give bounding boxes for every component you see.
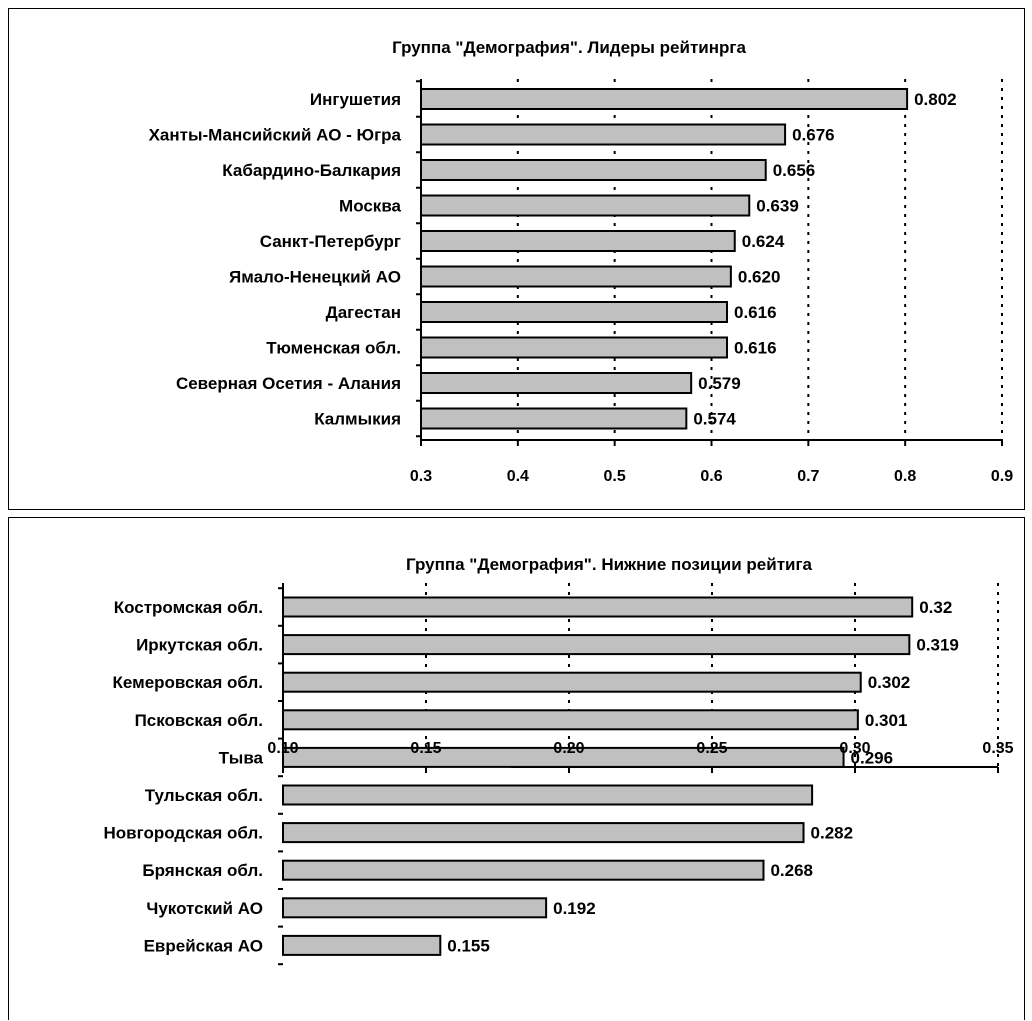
category-label: Тыва xyxy=(219,748,264,767)
category-label: Северная Осетия - Алания xyxy=(176,374,401,393)
bar xyxy=(420,265,732,288)
bar xyxy=(420,407,688,430)
data-label: 0.574 xyxy=(693,410,736,429)
category-label: Кемеровская обл. xyxy=(113,673,263,692)
x-tick-label: 0.4 xyxy=(507,468,529,485)
bar xyxy=(282,596,914,618)
category-label: Иркутская обл. xyxy=(136,636,263,655)
data-label: 0.624 xyxy=(742,232,785,251)
bar xyxy=(282,634,911,656)
category-label: Ямало-Ненецкий АО xyxy=(229,268,401,287)
category-label: Еврейская АО xyxy=(144,936,263,955)
category-label: Дагестан xyxy=(326,303,401,322)
bar xyxy=(420,88,909,110)
chart-leaders: Группа "Демография". Лидеры рейтинрга Ин… xyxy=(149,38,1014,485)
data-label: 0.192 xyxy=(553,899,596,918)
x-tick-label: 0.15 xyxy=(410,740,441,757)
bar xyxy=(282,897,548,919)
data-label: 0.802 xyxy=(914,90,957,109)
data-label: 0.639 xyxy=(756,197,799,216)
bar xyxy=(420,336,728,359)
bar xyxy=(282,709,859,731)
bar xyxy=(282,822,805,844)
data-label: 0.579 xyxy=(698,374,741,393)
x-tick-label: 0.8 xyxy=(894,468,916,485)
category-label: Москва xyxy=(339,197,402,216)
bar xyxy=(282,934,442,956)
data-label: 0.282 xyxy=(811,824,854,843)
x-tick-label: 0.5 xyxy=(604,468,626,485)
chart-title: Группа "Демография". Лидеры рейтинрга xyxy=(392,38,746,57)
x-tick-label: 0.10 xyxy=(267,740,298,757)
data-label: 0.620 xyxy=(738,268,781,287)
data-label: 0.296 xyxy=(851,748,894,767)
category-label: Брянская обл. xyxy=(142,861,263,880)
data-label: 0.319 xyxy=(916,636,959,655)
bar xyxy=(420,301,728,323)
data-label: 0.616 xyxy=(734,339,777,358)
x-tick-label: 0.35 xyxy=(982,740,1013,757)
bar xyxy=(420,194,751,217)
x-tick-label: 0.25 xyxy=(696,740,727,757)
x-tick-label: 0.6 xyxy=(700,468,722,485)
data-label: 0.616 xyxy=(734,303,777,322)
category-label: Кабардино-Балкария xyxy=(222,161,401,180)
data-label: 0.268 xyxy=(770,861,813,880)
bar xyxy=(282,784,814,806)
data-label: 0.32 xyxy=(919,598,952,617)
category-label: Тульская обл. xyxy=(145,786,263,805)
data-label: 0.676 xyxy=(792,126,835,145)
data-label: 0.301 xyxy=(865,711,908,730)
data-label: 0.302 xyxy=(868,673,911,692)
chart-lowest: Группа "Демография". Нижние позиции рейт… xyxy=(103,555,1014,966)
category-label: Ингушетия xyxy=(310,90,401,109)
category-label: Тюменская обл. xyxy=(266,339,401,358)
x-tick-label: 0.7 xyxy=(797,468,819,485)
bar xyxy=(282,859,765,881)
category-label: Новгородская обл. xyxy=(103,824,263,843)
x-tick-label: 0.9 xyxy=(991,468,1013,485)
bar xyxy=(282,671,862,693)
x-tick-label: 0.3 xyxy=(410,468,432,485)
chart-panel-lowest: Группа "Демография". Нижние позиции рейт… xyxy=(8,517,1025,1020)
category-label: Костромская обл. xyxy=(114,598,263,617)
category-label: Чукотский АО xyxy=(146,899,263,918)
bar xyxy=(420,123,787,146)
data-label: 0.155 xyxy=(447,936,490,955)
category-label: Санкт-Петербург xyxy=(260,232,401,251)
category-label: Псковская обл. xyxy=(135,711,263,730)
x-tick-label: 0.20 xyxy=(553,740,584,757)
bar xyxy=(420,372,693,394)
chart-title: Группа "Демография". Нижние позиции рейт… xyxy=(406,555,813,574)
bar xyxy=(420,230,736,252)
x-tick-label: 0.30 xyxy=(839,740,870,757)
category-label: Калмыкия xyxy=(314,410,401,429)
category-label: Ханты-Мансийский АО - Югра xyxy=(149,126,402,145)
data-label: 0.656 xyxy=(773,161,816,180)
bar xyxy=(420,159,767,181)
chart-panel-leaders: Группа "Демография". Лидеры рейтинрга Ин… xyxy=(8,8,1025,510)
